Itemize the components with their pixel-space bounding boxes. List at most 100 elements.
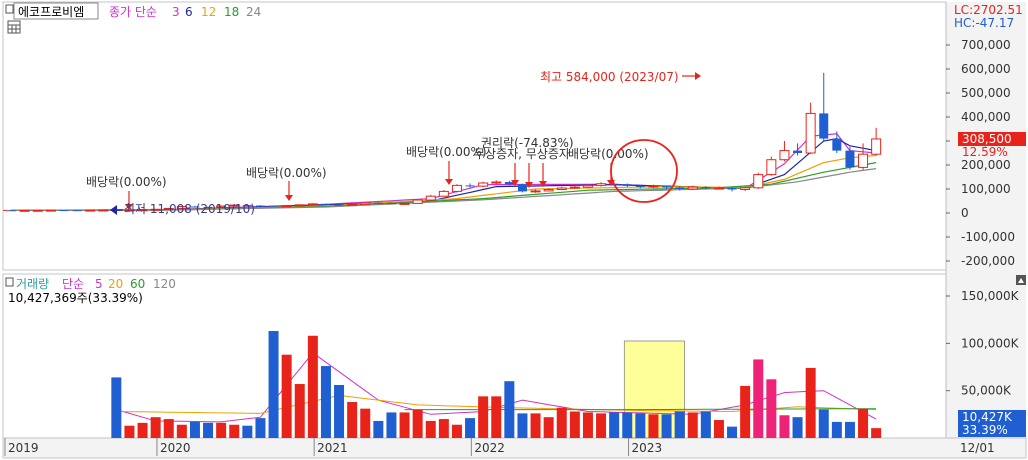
candle-body-down (635, 185, 645, 187)
annotation-cluster2: 무상증자, 무상증자 (474, 147, 570, 161)
candle-body-up (32, 209, 43, 212)
candle-body-down (203, 207, 213, 208)
annotation-div2: 배당락(0.00%) (246, 166, 327, 180)
x-tick-label: 2021 (317, 441, 348, 455)
price-tick-label: 400,000 (961, 110, 1011, 124)
volume-bar (504, 381, 515, 438)
annotation-arrow-head (125, 204, 133, 210)
volume-bar (438, 419, 449, 438)
volume-bar (753, 359, 764, 438)
candle-body-up (871, 138, 882, 155)
price-tick-label: 500,000 (961, 86, 1011, 100)
price-tag-value: 308,500 (962, 132, 1012, 146)
volume-bar (124, 425, 135, 438)
volume-tag-pct: 33.39% (962, 423, 1008, 437)
price-ma-24: 24 (246, 5, 261, 19)
candle-body-down (517, 184, 527, 192)
volume-bar (334, 384, 345, 438)
annotation-low: 최저 11,008 (2019/10) (124, 202, 255, 216)
candle-body-down (59, 210, 69, 212)
volume-bar (189, 421, 200, 438)
volume-bar (294, 384, 305, 438)
candle-body-up (360, 202, 371, 205)
volume-bar (635, 413, 646, 438)
volume-bar (530, 413, 541, 438)
annotation-low-arrow-head (110, 205, 117, 215)
candle-body-up (713, 187, 724, 190)
highlight-circle (610, 139, 678, 203)
candle-body-down (832, 138, 842, 151)
bottom-axis-bg (2, 437, 1027, 459)
volume-bar (858, 408, 869, 438)
candle-body-up (399, 202, 410, 205)
volume-bar (779, 415, 790, 438)
price-ma-6: 6 (185, 5, 193, 19)
candle-body-up (281, 205, 292, 208)
volume-bar (360, 408, 371, 438)
volume-bar (727, 426, 738, 438)
volume-bar (596, 413, 607, 438)
candle-body-down (727, 188, 737, 190)
volume-tick-label: 100,000K (961, 336, 1020, 350)
volume-bar (478, 396, 489, 438)
price-tag-pct: 12.59% (962, 145, 1008, 159)
volume-bar (281, 354, 292, 438)
volume-bar (229, 424, 240, 438)
candle-body-up (98, 209, 109, 212)
candle-body-up (124, 209, 135, 212)
candle-body-up (753, 174, 764, 189)
volume-bar (622, 412, 633, 438)
volume-bar (582, 412, 593, 438)
volume-menu-icon[interactable] (5, 277, 14, 287)
x-tick-label: 2019 (8, 441, 39, 455)
volume-bar (844, 421, 855, 438)
lc-value: LC:2702.51 (954, 3, 1023, 17)
candle-body-up (438, 190, 449, 197)
volume-bar (517, 413, 528, 438)
candle-body-down (701, 187, 711, 189)
candle-body-down (793, 150, 803, 153)
volume-bar (347, 402, 358, 438)
volume-bar (163, 419, 174, 438)
candle-body-up (858, 153, 869, 168)
volume-bar (543, 417, 554, 438)
volume-ma-120: 120 (153, 277, 176, 291)
candle-body-up (779, 150, 790, 161)
price-tick-label: -200,000 (961, 254, 1015, 268)
volume-panel-bg (2, 273, 947, 439)
stock-name-box[interactable] (13, 2, 99, 20)
volume-bar (465, 418, 476, 438)
volume-bar (425, 420, 436, 438)
menu-square-icon[interactable] (5, 4, 14, 14)
volume-bar (268, 331, 279, 438)
volume-bar (648, 414, 659, 438)
candle-body-up (19, 209, 30, 212)
candle-body-up (648, 185, 659, 188)
annotation-cluster1: 권리락(-74.83%) (481, 136, 574, 150)
candle-body-up (596, 183, 607, 186)
candle-body-up (569, 186, 580, 189)
volume-bar (713, 420, 724, 438)
candle-body-up (805, 112, 816, 154)
scroll-up-arrow-icon[interactable] (1016, 275, 1026, 285)
volume-bar (766, 379, 777, 438)
price-tick-label: 200,000 (961, 158, 1011, 172)
volume-bar (661, 414, 672, 438)
candle-body-up (163, 207, 174, 210)
calculator-icon[interactable] (7, 20, 21, 34)
annotation-div4: 배당락(0.00%) (568, 147, 649, 161)
right-axis-bg (946, 2, 1026, 438)
candle-body-up (85, 209, 96, 212)
volume-tick-label: 50,000K (961, 384, 1012, 398)
volume-ma-5: 5 (95, 277, 103, 291)
candle-body-up (582, 184, 593, 188)
volume-bar (137, 422, 148, 438)
x-tick-label-last: 12/01 (960, 441, 995, 455)
candle-body-up (412, 199, 423, 204)
volume-bar (307, 335, 318, 438)
volume-bar (176, 424, 187, 438)
volume-tag-bg (958, 410, 1026, 424)
volume-bar (674, 411, 685, 438)
volume-bar (451, 424, 462, 438)
